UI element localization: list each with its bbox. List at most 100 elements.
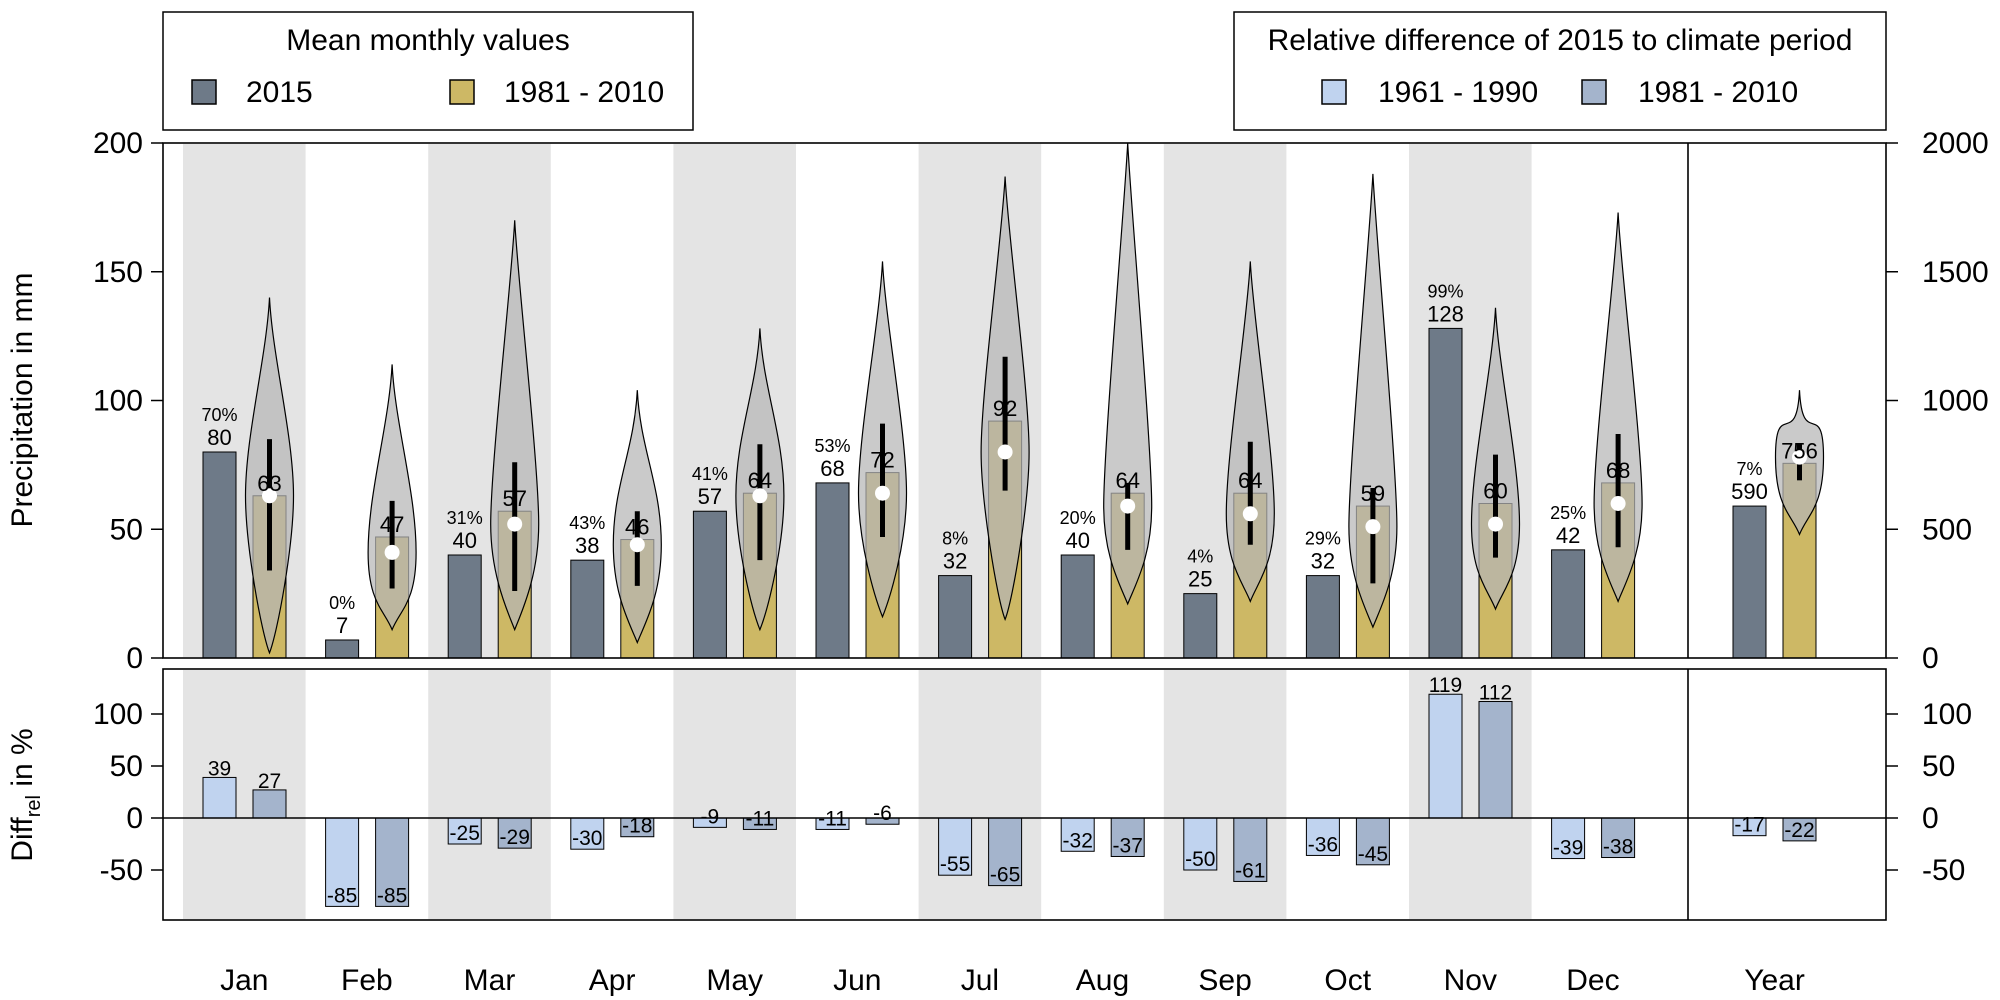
legend-mean: Mean monthly values 2015 1981 - 2010 (162, 11, 694, 131)
bar-2015-nov (1428, 327, 1463, 659)
top-y-tick-label: 0 (126, 642, 143, 675)
bar-2015-oct (1305, 575, 1340, 659)
median-dot-sep (1242, 506, 1258, 522)
violin-sep (1225, 261, 1275, 603)
diff-label-6190-jan: 39 (208, 757, 231, 780)
top-y-axis-title: Precipitation in mm (6, 272, 39, 527)
diff-bar-8110-sep (1233, 817, 1268, 882)
x-category-label-aug: Aug (1076, 964, 1129, 997)
diff-bar-6190-aug (1060, 817, 1095, 852)
legend-diff: Relative difference of 2015 to climate p… (1233, 11, 1887, 131)
diff-bar-6190-feb (325, 817, 360, 907)
x-category-label-jun: Jun (833, 964, 881, 997)
percentile-label-aug: 20% (1060, 508, 1096, 528)
bottom-y-axis-title: Diffrel in % (6, 728, 45, 861)
diff-bar-8110-jul (988, 817, 1023, 887)
value-label-2015-aug: 40 (1065, 528, 1089, 553)
bar-2015-mar (447, 554, 482, 659)
violin-aug (1103, 142, 1153, 606)
legend-mean-swatch-climate (449, 79, 475, 105)
percentile-label-feb: 0% (329, 593, 355, 613)
x-category-label-apr: Apr (589, 964, 636, 997)
median-dot-oct (1365, 519, 1381, 535)
median-dot-nov (1488, 516, 1503, 532)
legend-diff-title: Relative difference of 2015 to climate p… (1268, 24, 1853, 57)
value-label-climate-mar: 57 (502, 486, 526, 511)
diff-label-6190-jul: -55 (940, 853, 970, 876)
diff-bar-6190-jul (938, 817, 973, 876)
bar-2015-dec (1551, 549, 1586, 659)
diff-bar-8110-nov (1478, 701, 1513, 819)
value-label-2015-jun: 68 (820, 456, 844, 481)
bottom-y-tick-label: -50 (100, 854, 143, 887)
value-label-2015-year: 590 (1731, 479, 1768, 504)
median-dot-feb (384, 544, 400, 560)
median-dot-dec (1610, 496, 1626, 511)
percentile-label-oct: 29% (1305, 529, 1341, 549)
bottom-stripe (183, 670, 306, 919)
top-y2-tick-label: 1000 (1922, 385, 1989, 418)
value-label-climate-jun: 72 (870, 448, 894, 473)
diff-bar-6190-mar (447, 817, 482, 845)
value-label-2015-nov: 128 (1427, 301, 1464, 326)
bottom-y2-tick-label: 50 (1922, 750, 1955, 783)
violin-oct (1348, 173, 1398, 629)
violin-dec (1593, 212, 1643, 603)
bottom-panel-stripes (183, 670, 1532, 919)
top-panel-frame (162, 142, 1887, 659)
legend-diff-label-6190: 1961 - 1990 (1378, 76, 1538, 109)
x-category-label-may: May (706, 964, 763, 997)
top-y2-tick-label: 0 (1922, 642, 1939, 675)
diff-bar-8110-feb (375, 817, 410, 907)
diff-label-6190-sep: -50 (1185, 848, 1215, 871)
bottom-y-axis-title-sub: rel (23, 795, 45, 817)
median-dot-jun (875, 485, 890, 501)
top-y-tick-label: 200 (93, 127, 143, 160)
diff-bar-6190-jan (202, 776, 237, 819)
value-label-2015-feb: 7 (336, 613, 348, 638)
percentile-label-jul: 8% (942, 529, 968, 549)
diff-label-8110-oct: -45 (1358, 843, 1388, 866)
median-dot-jan (262, 488, 277, 504)
top-stripe (1409, 144, 1532, 657)
top-stripe (1163, 144, 1287, 657)
diff-label-6190-year: -17 (1734, 814, 1764, 837)
x-category-label-feb: Feb (341, 964, 393, 997)
diff-label-8110-may: -11 (746, 807, 775, 830)
bottom-stripe (1409, 670, 1532, 919)
diff-label-6190-nov: 119 (1429, 674, 1462, 697)
legend-mean-swatch-2015 (191, 79, 217, 105)
percentile-label-sep: 4% (1187, 547, 1213, 567)
axes: 0 0 50 500 100 1000 150 1500 200 2000 -50 -50 0 0 50 50… (93, 127, 1989, 997)
bar-2015-jun (815, 482, 850, 659)
diff-label-8110-mar: -29 (500, 826, 530, 849)
diff-label-8110-jun: -6 (873, 802, 892, 825)
legend-mean-label-2015: 2015 (246, 76, 313, 109)
percentile-label-jun: 53% (814, 436, 850, 456)
legend-mean-label-climate: 1981 - 2010 (504, 76, 664, 109)
diff-label-8110-feb: -85 (377, 884, 407, 907)
median-dot-apr (629, 537, 645, 553)
diff-label-8110-dec: -38 (1603, 836, 1633, 859)
diff-label-6190-feb: -85 (327, 884, 357, 907)
percentile-label-dec: 25% (1550, 503, 1586, 523)
bottom-y-axis-title-main: Diff (6, 817, 39, 862)
value-label-climate-jul: 92 (993, 396, 1017, 421)
x-category-label-mar: Mar (464, 964, 516, 997)
top-y-tick-label: 100 (93, 385, 143, 418)
median-dot-mar (507, 516, 523, 532)
value-label-2015-may: 57 (698, 484, 722, 509)
diff-label-6190-dec: -39 (1553, 837, 1583, 860)
median-dot-jul (997, 444, 1013, 460)
diff-bar-8110-jan (252, 789, 287, 819)
top-y2-tick-label: 1500 (1922, 256, 1989, 289)
bottom-y2-tick-label: 100 (1922, 698, 1972, 731)
value-label-2015-mar: 40 (452, 528, 476, 553)
percentile-label-nov: 99% (1427, 281, 1463, 301)
bottom-y-tick-label: 100 (93, 698, 143, 731)
violin-mar (490, 220, 540, 632)
x-category-label-jan: Jan (220, 964, 268, 997)
diff-label-8110-jul: -65 (990, 864, 1020, 887)
legend-diff-swatch-6190 (1321, 79, 1347, 105)
